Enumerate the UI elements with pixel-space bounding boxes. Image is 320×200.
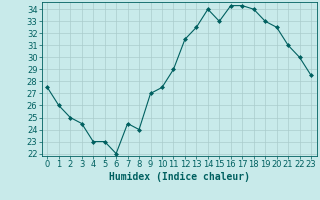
X-axis label: Humidex (Indice chaleur): Humidex (Indice chaleur) [109,172,250,182]
